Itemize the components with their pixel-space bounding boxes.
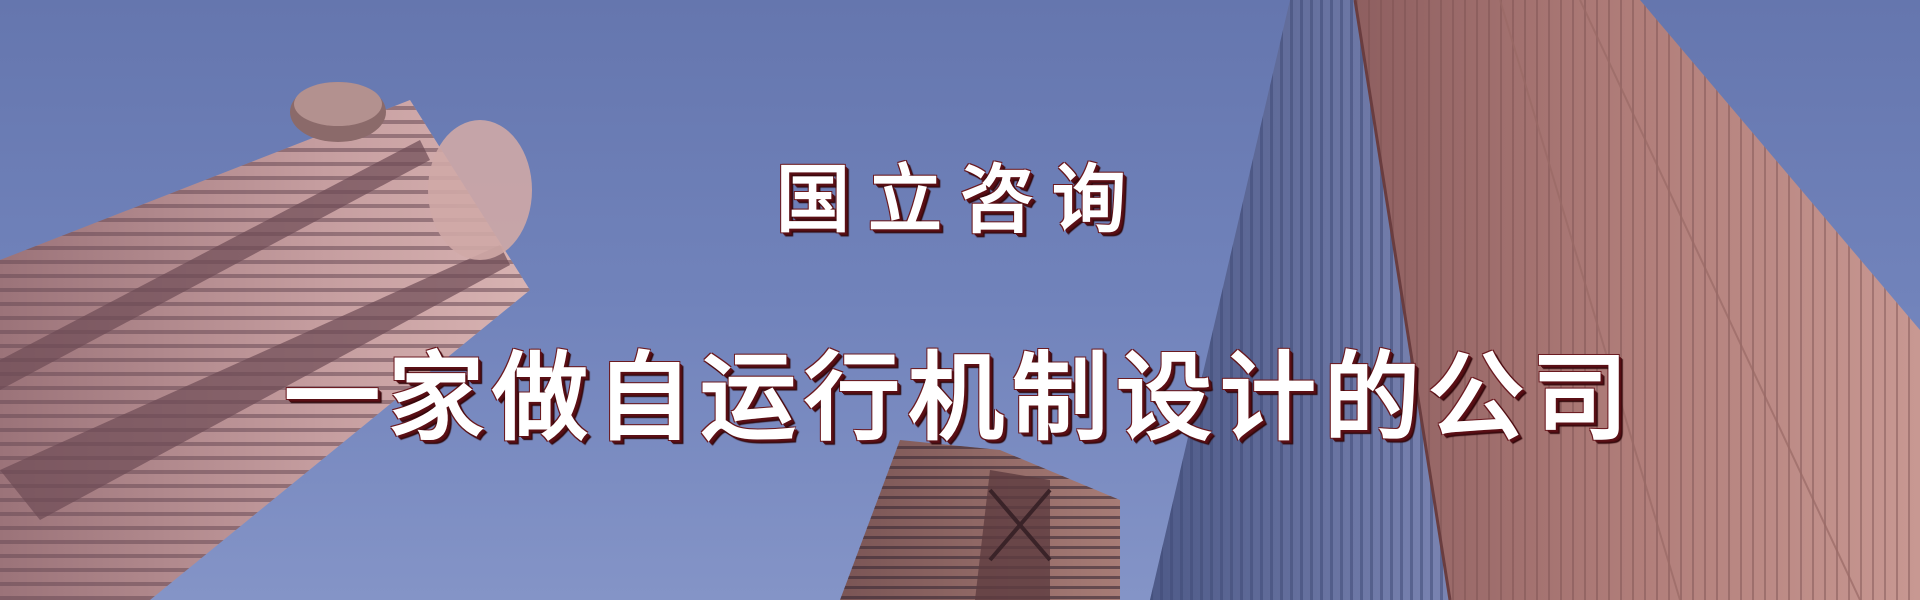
right-tower — [1150, 0, 1920, 600]
left-tower — [0, 82, 532, 600]
company-title: 国立咨询 — [776, 157, 1144, 243]
company-slogan: 一家做自运行机制设计的公司 — [284, 341, 1636, 454]
middle-tower — [840, 440, 1120, 600]
